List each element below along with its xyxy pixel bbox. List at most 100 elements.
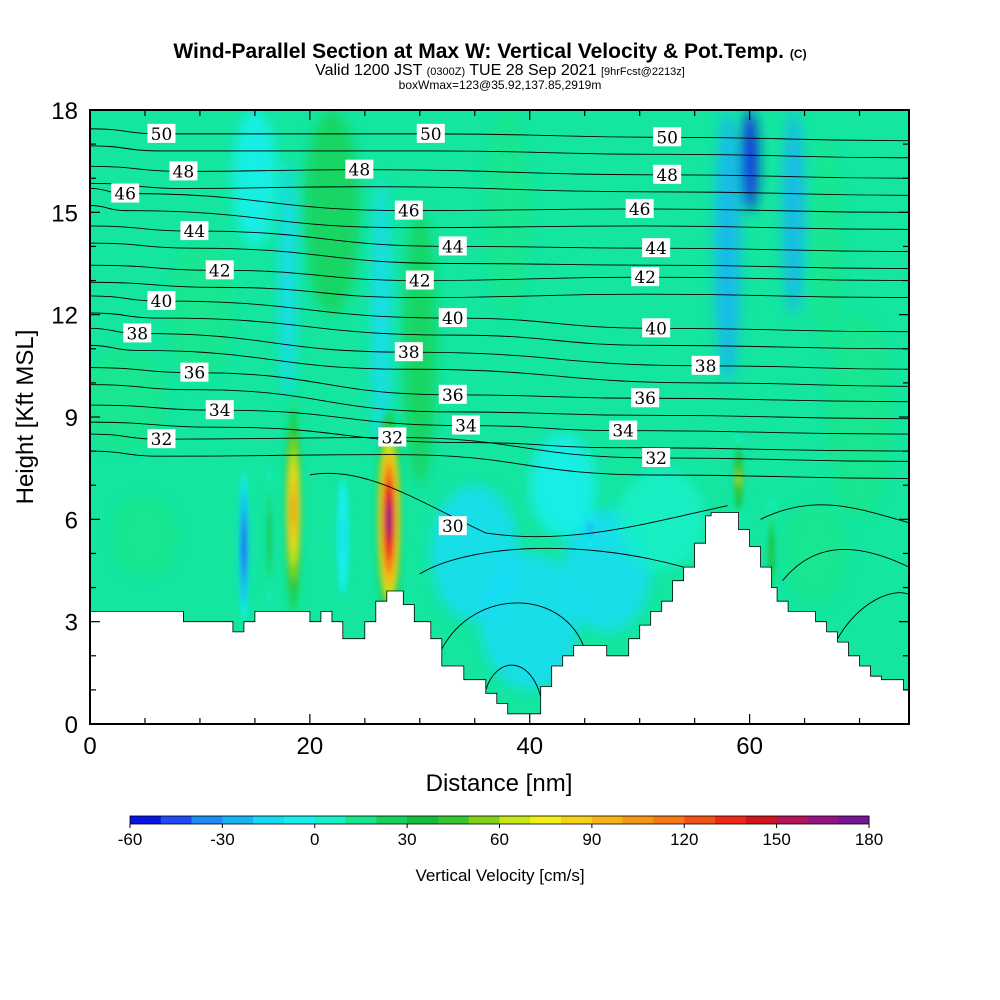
theta-label: 44	[180, 221, 209, 242]
theta-label-text: 40	[442, 309, 464, 329]
colorbar: -60 -30 0 30 60 90 120 150 180	[118, 815, 883, 849]
theta-label-text: 46	[398, 202, 420, 222]
colorbar-label: Vertical Velocity [cm/s]	[415, 866, 584, 885]
axis-ticks	[89, 109, 909, 725]
theta-label-text: 32	[645, 449, 667, 469]
x-tick-label: 40	[516, 733, 543, 760]
colorbar-swatch	[376, 816, 408, 824]
colorbar-swatch	[653, 816, 685, 824]
theta-label-text: 32	[381, 428, 403, 448]
theta-label-text: 38	[695, 357, 717, 377]
x-tick-label: 20	[297, 733, 324, 760]
colorbar-swatch	[499, 816, 531, 824]
colorbar-swatch	[715, 816, 747, 824]
subtitle-date: TUE 28 Sep 2021	[469, 62, 596, 79]
colorbar-tick-label: 150	[762, 830, 790, 849]
theta-label-text: 30	[442, 517, 464, 537]
colorbar-tick-label: 0	[310, 830, 319, 849]
colorbar-swatch	[160, 816, 193, 824]
theta-label-text: 36	[184, 364, 206, 384]
colorbar-tick-label: 90	[582, 830, 601, 849]
theta-label: 50	[147, 123, 176, 145]
colorbar-swatch	[807, 816, 839, 824]
terrain-mask	[90, 512, 909, 724]
colorbar-swatch	[684, 816, 716, 824]
theta-label-text: 50	[420, 125, 442, 145]
theta-label: 38	[123, 323, 152, 344]
colorbar-swatch	[591, 816, 624, 824]
theta-label: 42	[205, 260, 234, 281]
colorbar-swatch	[622, 816, 654, 824]
theta-label: 36	[631, 388, 660, 409]
theta-label: 46	[625, 198, 654, 220]
theta-label: 46	[394, 200, 423, 222]
colorbar-swatch	[776, 816, 808, 824]
theta-label: 40	[147, 291, 176, 312]
chart-subtitle: Valid 1200 JST (0300Z) TUE 28 Sep 2021 […	[315, 62, 685, 79]
subtitle-zulu: (0300Z)	[427, 66, 466, 78]
x-axis-label: Distance [nm]	[426, 770, 573, 797]
theta-label-text: 32	[151, 430, 173, 450]
theta-label-text: 36	[634, 389, 656, 409]
theta-label: 36	[438, 384, 467, 406]
theta-label: 32	[378, 427, 407, 448]
theta-label-text: 48	[656, 166, 678, 186]
colorbar-tick-label: 180	[855, 830, 883, 849]
y-tick-label: 15	[51, 200, 78, 227]
theta-label: 50	[653, 127, 682, 148]
theta-label: 50	[416, 123, 445, 145]
theta-label-text: 44	[645, 239, 667, 259]
theta-label: 48	[345, 159, 374, 181]
colorbar-swatch	[437, 816, 470, 824]
theta-label: 46	[111, 183, 140, 205]
theta-label-text: 48	[173, 162, 195, 182]
theta-label-text: 34	[455, 417, 477, 437]
x-tick-label: 60	[736, 733, 763, 760]
theta-label-text: 48	[349, 161, 371, 181]
subtitle-forecast: [9hrFcst@2213z]	[601, 66, 685, 78]
theta-label: 44	[438, 236, 467, 257]
colorbar-tick-label: 60	[490, 830, 509, 849]
theta-label-text: 40	[645, 319, 667, 339]
colorbar-tick-label: -60	[118, 830, 143, 849]
theta-label: 42	[631, 267, 660, 288]
subtitle-valid: Valid 1200 JST	[315, 62, 423, 79]
colorbar-swatch	[314, 816, 347, 824]
y-tick-label: 18	[51, 98, 78, 125]
colorbar-swatch	[530, 816, 562, 824]
theta-label: 34	[451, 415, 480, 437]
y-tick-label: 3	[65, 610, 78, 637]
colorbar-swatch	[130, 816, 162, 824]
theta-label-text: 34	[612, 422, 634, 442]
y-axis-label: Height [Kft MSL]	[12, 330, 39, 505]
colorbar-swatch	[222, 816, 254, 824]
theta-label: 30	[438, 516, 467, 537]
theta-label-text: 42	[209, 261, 231, 281]
theta-label: 44	[642, 238, 671, 259]
colorbar-tick-label: 120	[670, 830, 698, 849]
theta-label: 32	[642, 447, 671, 469]
chart-title: Wind-Parallel Section at Max W: Vertical…	[173, 40, 806, 63]
theta-label-text: 38	[398, 343, 420, 363]
colorbar-swatch	[345, 816, 377, 824]
theta-label-text: 50	[656, 128, 678, 148]
y-tick-label: 6	[65, 507, 78, 534]
theta-label: 42	[405, 270, 434, 292]
theta-label-text: 44	[442, 237, 464, 257]
theta-label-text: 42	[634, 268, 656, 288]
colorbar-swatch	[191, 816, 223, 824]
colorbar-swatch	[838, 816, 870, 824]
colorbar-swatch	[561, 816, 593, 824]
theta-label: 38	[394, 342, 423, 363]
theta-label: 36	[180, 362, 209, 384]
x-tick-label: 0	[83, 733, 96, 760]
theta-label-text: 42	[409, 272, 431, 292]
colorbar-swatch	[253, 816, 285, 824]
colorbar-tick-label: 30	[398, 830, 417, 849]
theta-label-text: 38	[126, 324, 148, 344]
theta-label-text: 44	[184, 222, 206, 242]
theta-label: 48	[169, 161, 198, 182]
